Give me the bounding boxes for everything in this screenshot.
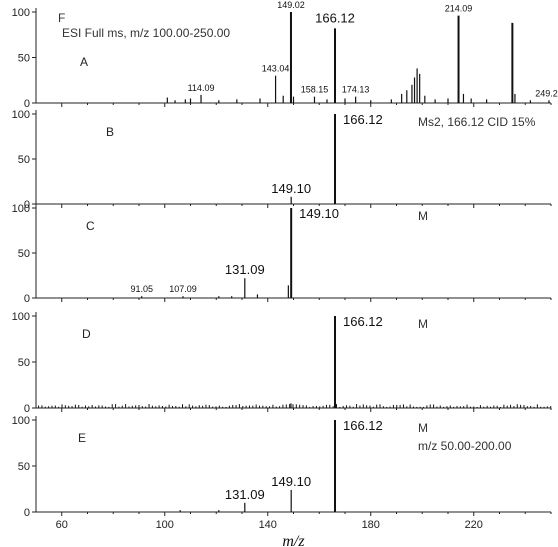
peak-label: 107.09 [169, 284, 197, 294]
y-tick-label: 100 [12, 311, 30, 323]
peak-label: 166.12 [343, 112, 383, 127]
peak-label: 149.10 [271, 181, 311, 196]
peak-label: 249.21 [535, 88, 558, 98]
peak-label: 166.12 [343, 314, 383, 329]
panel-letter: D [82, 327, 91, 341]
y-tick-label: 100 [12, 415, 30, 427]
panel-header-text: M [418, 209, 428, 223]
y-tick-label: 100 [12, 203, 30, 215]
y-tick-label: 50 [18, 53, 30, 65]
x-tick-label: 100 [156, 519, 174, 531]
y-tick-label: 0 [24, 293, 30, 305]
peak-label: 158.15 [301, 85, 329, 95]
panel-header-text: M [418, 317, 428, 331]
x-tick-label: 140 [259, 519, 277, 531]
y-tick-label: 0 [24, 199, 30, 211]
peak-label: 166.12 [315, 10, 355, 25]
panel-header-text: F [58, 11, 65, 25]
peak-label: 131.09 [225, 262, 265, 277]
peak-label: 143.04 [262, 64, 290, 74]
y-tick-label: 100 [12, 109, 30, 121]
x-tick-label: 60 [56, 519, 68, 531]
y-tick-label: 100 [12, 7, 30, 19]
panel-letter: B [106, 125, 114, 139]
peak-label: 91.05 [130, 284, 153, 294]
x-tick-label: 180 [362, 519, 380, 531]
peak-label: 131.09 [225, 487, 265, 502]
peak-label: 166.12 [343, 418, 383, 433]
y-tick-label: 50 [18, 154, 30, 166]
panel-header-text: m/z 50.00-200.00 [418, 439, 512, 453]
y-tick-label: 0 [24, 507, 30, 519]
x-axis-title: m/z [282, 533, 305, 547]
peak-label: 149.10 [299, 206, 339, 221]
peak-label: 114.09 [188, 83, 215, 93]
panel-letter: C [86, 219, 95, 233]
y-tick-label: 0 [24, 98, 30, 110]
panel-header-text: Ms2, 166.12 CID 15% [418, 115, 536, 129]
x-tick-label: 220 [465, 519, 483, 531]
panel-letter: A [80, 55, 88, 69]
y-tick-label: 50 [18, 461, 30, 473]
panel-header-text: ESI Full ms, m/z 100.00-250.00 [62, 26, 230, 40]
panel-header-text: M [418, 421, 428, 435]
peak-label: 214.09 [445, 4, 473, 14]
peak-label: 149.02 [277, 0, 305, 10]
y-tick-label: 50 [18, 248, 30, 260]
peak-label: 149.10 [271, 474, 311, 489]
y-tick-label: 0 [24, 403, 30, 415]
panel-letter: E [78, 431, 86, 445]
peak-label: 174.13 [342, 85, 370, 95]
y-tick-label: 50 [18, 357, 30, 369]
